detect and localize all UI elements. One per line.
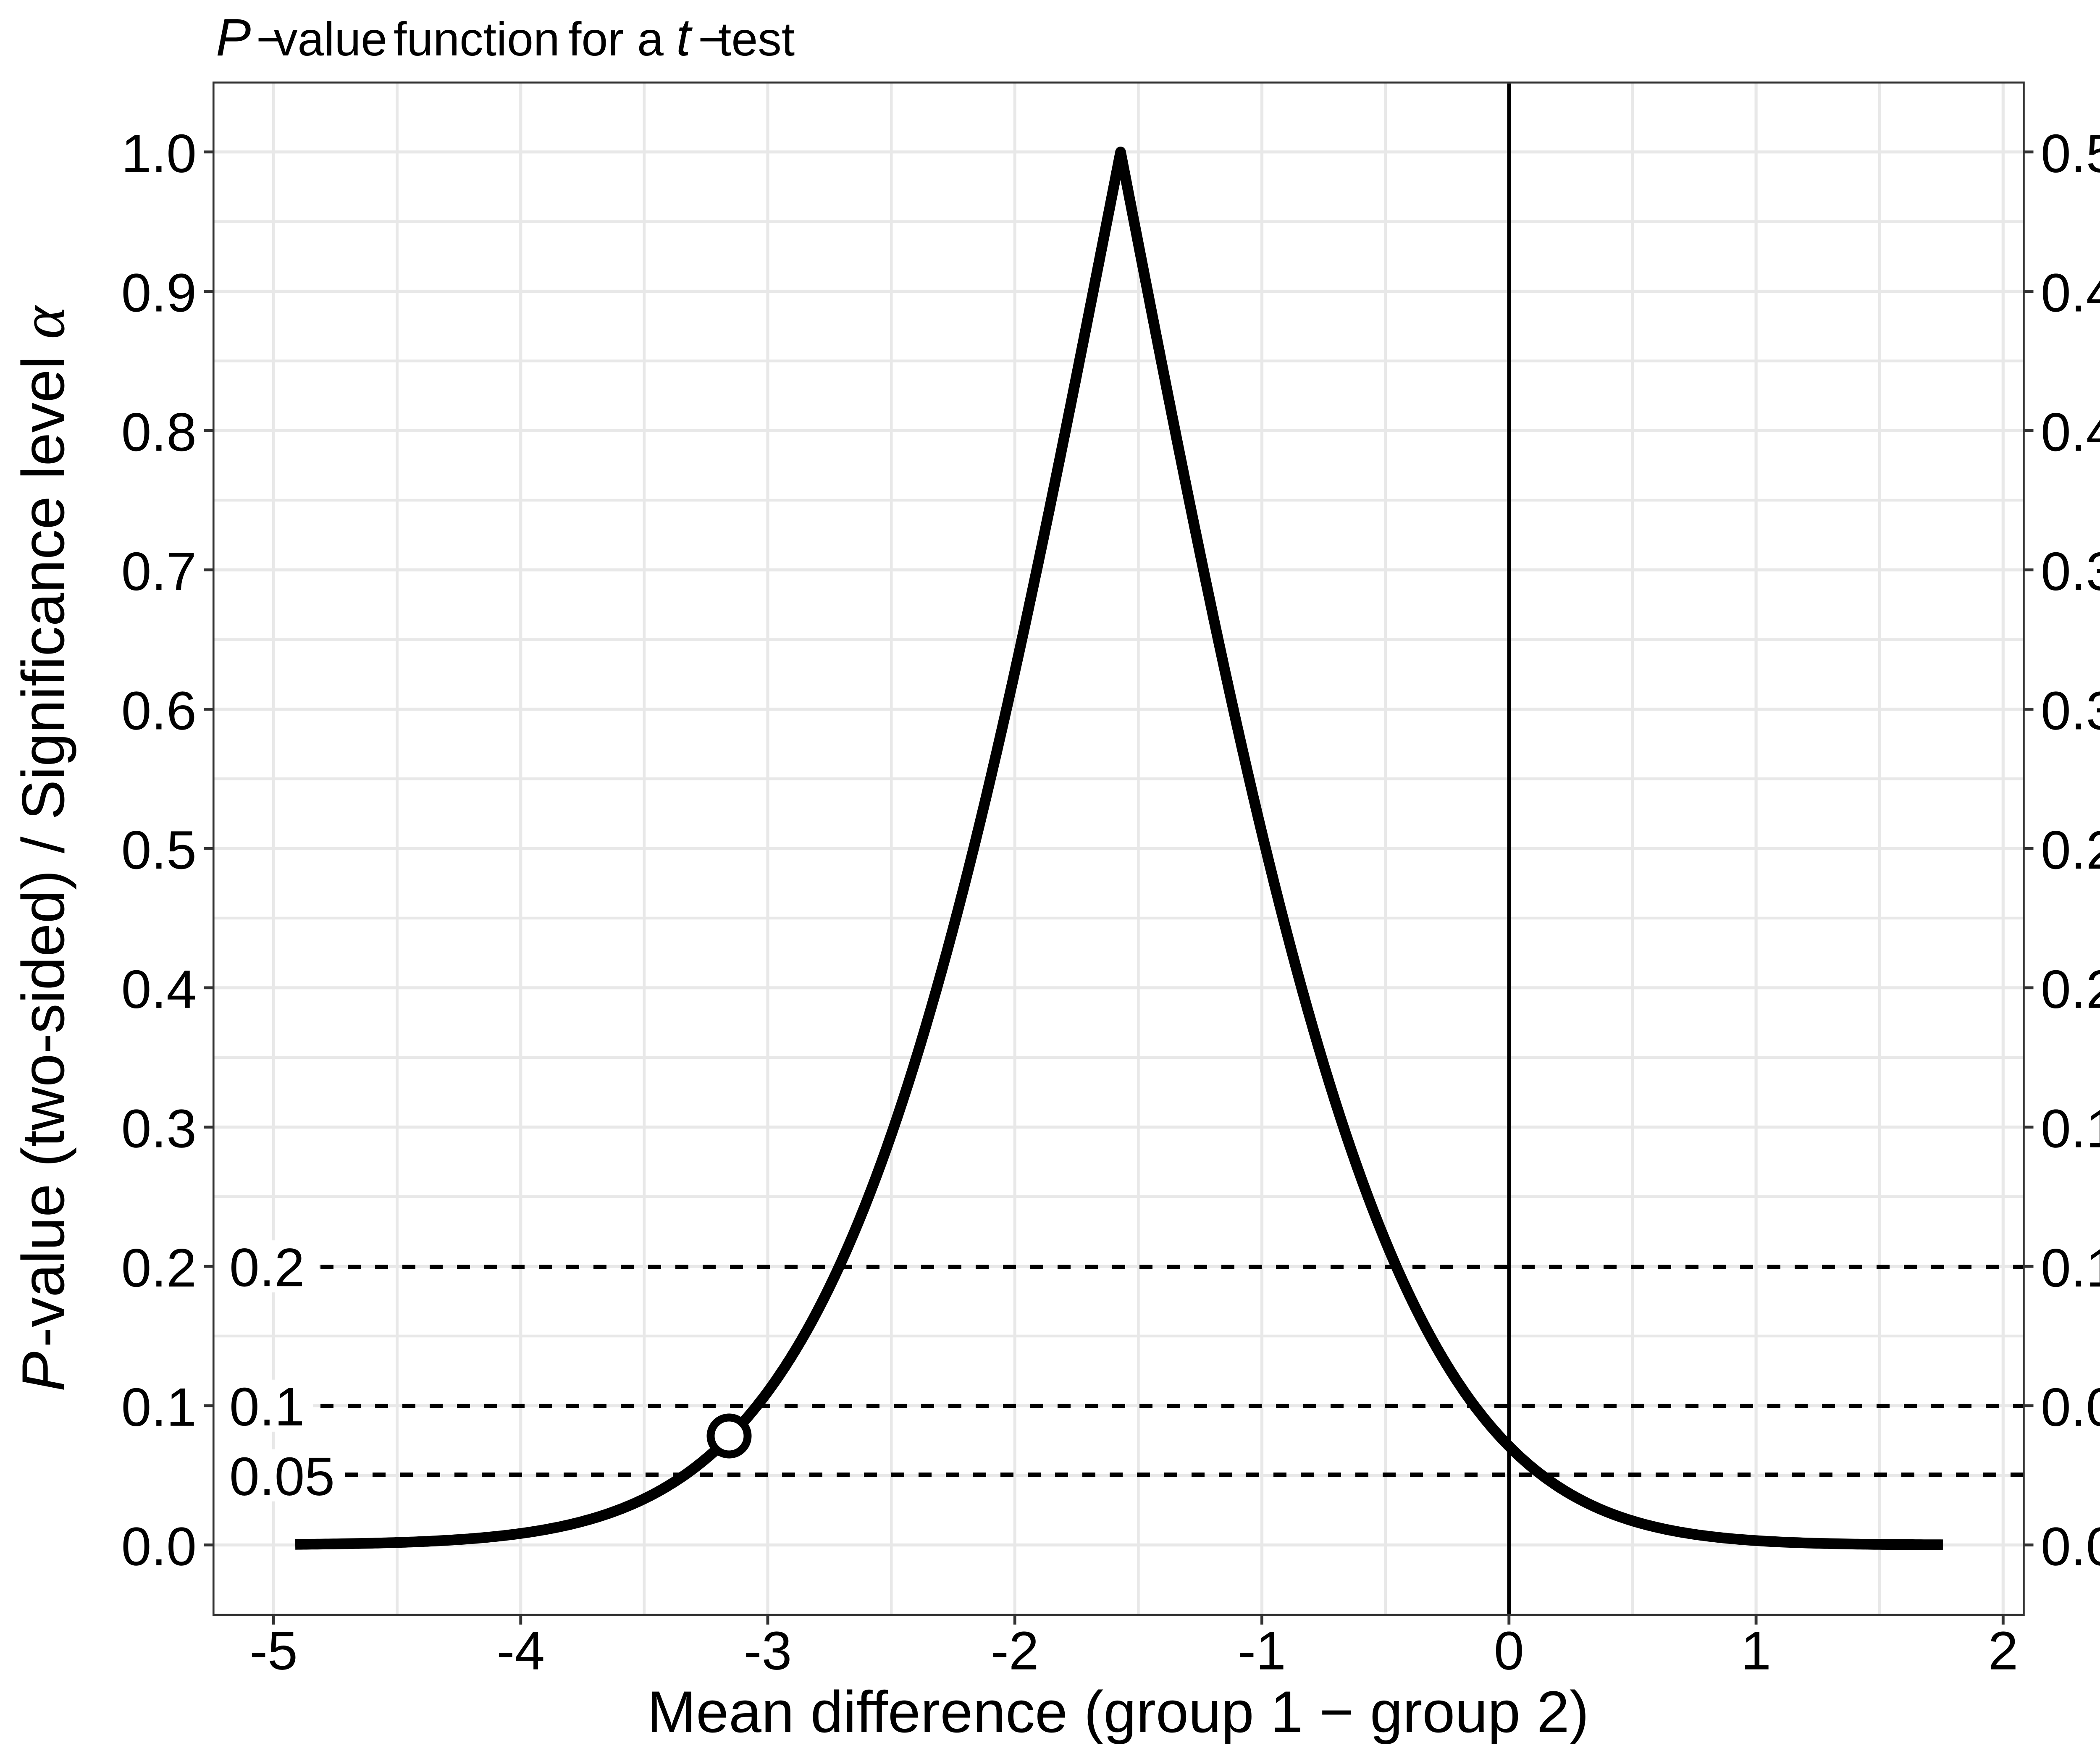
svg-text:0.35: 0.35 <box>2041 541 2100 602</box>
svg-text:0.9: 0.9 <box>121 263 197 323</box>
svg-text:0.20: 0.20 <box>2041 959 2100 1020</box>
svg-text:0.5: 0.5 <box>121 820 197 880</box>
svg-text:-2: -2 <box>991 1621 1039 1681</box>
svg-text:-3: -3 <box>744 1621 792 1681</box>
svg-text:0.50: 0.50 <box>2041 123 2100 184</box>
svg-text:0.6: 0.6 <box>121 681 197 741</box>
svg-text:0.2: 0.2 <box>229 1237 304 1298</box>
svg-text:P-value (two-sided) / Signific: P-value (two-sided) / Significance level… <box>8 305 78 1392</box>
svg-text:0.00: 0.00 <box>2041 1517 2100 1577</box>
svg-text:0.0: 0.0 <box>121 1517 197 1577</box>
svg-text:1.0: 1.0 <box>121 123 197 184</box>
svg-text:0.30: 0.30 <box>2041 681 2100 741</box>
svg-text:0.4: 0.4 <box>121 959 197 1020</box>
svg-text:0.45: 0.45 <box>2041 263 2100 323</box>
svg-text:0.1: 0.1 <box>229 1377 304 1437</box>
svg-text:0.15: 0.15 <box>2041 1099 2100 1159</box>
svg-text:0.05: 0.05 <box>2041 1377 2100 1438</box>
svg-text:0.8: 0.8 <box>121 402 197 462</box>
svg-text:0.2: 0.2 <box>121 1238 197 1298</box>
svg-text:0.25: 0.25 <box>2041 820 2100 880</box>
svg-text:-4: -4 <box>496 1621 545 1681</box>
svg-text:0.05: 0.05 <box>229 1446 335 1507</box>
svg-text:Mean difference (group 1 − gro: Mean difference (group 1 − group 2) <box>647 1679 1589 1745</box>
svg-text:0.7: 0.7 <box>121 541 197 602</box>
svg-text:1: 1 <box>1741 1621 1771 1681</box>
svg-text:0.10: 0.10 <box>2041 1238 2100 1298</box>
svg-text:2: 2 <box>1988 1621 2018 1681</box>
svg-text:0: 0 <box>1494 1621 1524 1681</box>
svg-text:0.3: 0.3 <box>121 1099 197 1159</box>
svg-text:-5: -5 <box>249 1621 298 1681</box>
svg-text:0.1: 0.1 <box>121 1377 197 1438</box>
svg-text:0.40: 0.40 <box>2041 402 2100 462</box>
svg-text:-1: -1 <box>1238 1621 1286 1681</box>
